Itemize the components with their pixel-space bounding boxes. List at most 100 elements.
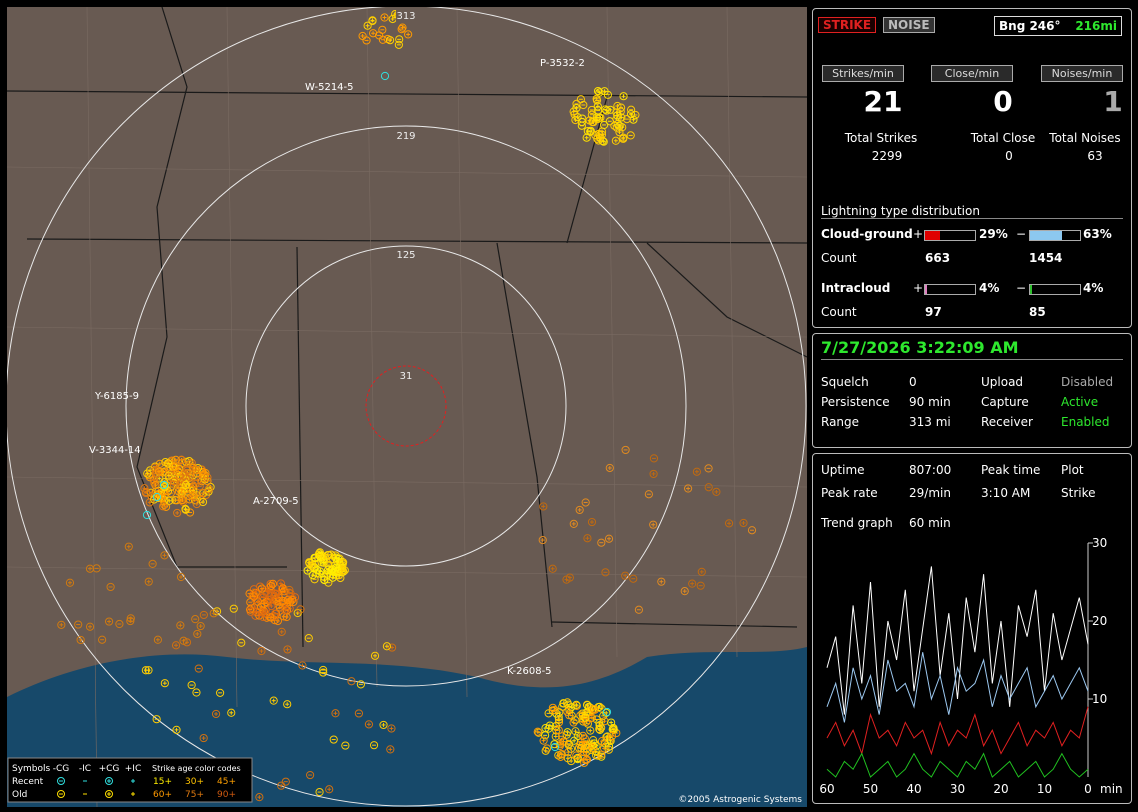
legend-age-code: 30+ <box>185 777 204 787</box>
pct-bar <box>1029 230 1081 241</box>
y-tick-label: 20 <box>1092 614 1107 628</box>
strike-symbol <box>187 680 196 690</box>
count-label: Count <box>821 251 857 265</box>
strike-symbol <box>179 636 188 645</box>
trend-line <box>826 652 1089 723</box>
strike-symbol <box>601 568 610 577</box>
strike-symbol <box>578 731 588 740</box>
strike-symbol <box>280 587 289 596</box>
strike-symbol <box>387 724 396 733</box>
strike-symbol <box>604 534 614 543</box>
sign: − <box>1016 281 1027 295</box>
strike-symbol <box>276 579 285 588</box>
strike-symbol <box>597 723 606 732</box>
strike-symbol <box>227 708 236 717</box>
stat-cell: 29/min <box>909 486 951 500</box>
rate-value: 1 <box>1103 85 1123 118</box>
trend-label: Trend graph <box>821 516 893 530</box>
strike-mode[interactable]: STRIKE <box>818 17 877 33</box>
strike-symbol <box>555 741 564 751</box>
strike-symbol <box>554 726 563 735</box>
strike-symbol <box>548 564 557 573</box>
strike-symbol <box>629 574 638 583</box>
strike-symbol <box>592 715 601 724</box>
strike-symbol <box>562 575 571 584</box>
strike-symbol <box>382 642 392 651</box>
strike-symbol <box>143 469 152 478</box>
strike-symbol <box>304 634 313 643</box>
strike-symbol <box>216 688 225 697</box>
strike-symbol <box>74 620 83 629</box>
pct-label: 63% <box>1083 227 1112 241</box>
strike-symbol <box>597 538 606 547</box>
strike-symbol <box>563 707 572 716</box>
strike-symbol <box>329 735 338 744</box>
pct-label: 29% <box>979 227 1008 241</box>
strike-symbol <box>328 573 337 582</box>
setting-cell: 0 <box>909 375 917 389</box>
range-label: 125 <box>396 250 415 261</box>
x-tick-label: 50 <box>863 782 878 796</box>
strike-symbol <box>631 110 640 120</box>
strike-symbol <box>256 602 266 611</box>
strike-symbol <box>368 16 377 26</box>
strike-symbol <box>141 666 150 675</box>
strike-symbol <box>308 571 317 580</box>
strike-symbol <box>246 605 255 614</box>
strike-symbol <box>587 713 597 722</box>
x-tick-label: 10 <box>1037 782 1052 796</box>
recent-strike <box>159 480 169 490</box>
legend-age-code: 90+ <box>217 790 236 800</box>
strike-symbol <box>283 645 292 654</box>
strike-symbol <box>174 467 183 476</box>
strike-symbol <box>171 641 181 650</box>
legend-age-code: 15+ <box>153 777 172 787</box>
strike-symbol <box>593 86 603 96</box>
strike-symbol <box>562 730 571 739</box>
strike-symbol <box>626 131 635 140</box>
strike-symbol <box>684 484 693 493</box>
strike-symbol <box>310 575 319 584</box>
strike-symbol <box>619 92 628 101</box>
count-value: 85 <box>1029 305 1046 319</box>
strike-symbol <box>368 29 378 38</box>
strike-symbol <box>622 115 631 124</box>
bearing: Bng 246° <box>999 19 1061 33</box>
strike-symbol <box>593 102 602 111</box>
recent-strike <box>142 510 152 520</box>
strike-symbol <box>602 106 611 115</box>
strike-symbol <box>379 720 388 730</box>
strike-symbol <box>586 726 595 735</box>
strike-symbol <box>587 105 596 115</box>
range-label-bg <box>396 370 416 381</box>
noise-mode[interactable]: NOISE <box>883 17 935 33</box>
strike-symbol <box>356 680 365 689</box>
strike-symbol <box>181 480 191 489</box>
legend-age-code: 60+ <box>153 790 172 800</box>
legend-row-label: Old <box>12 790 27 800</box>
legend-symbol-header: -CG <box>53 764 70 774</box>
strike-symbol <box>325 785 334 794</box>
strike-symbol <box>245 589 254 598</box>
strike-symbol <box>370 651 380 660</box>
map: 313 219 125 31 P-3532-2 W-5214-5 Y-6185-9 V-334… <box>7 7 807 807</box>
setting-cell: Squelch <box>821 375 869 389</box>
strike-symbol <box>265 595 274 605</box>
strike-symbol <box>588 743 598 753</box>
strike-symbol <box>575 505 584 515</box>
strike-symbol <box>579 751 588 760</box>
strike-symbol <box>589 704 599 714</box>
strike-symbol <box>542 744 552 753</box>
strike-symbol <box>296 605 305 614</box>
sign: + <box>913 227 924 241</box>
strike-symbol <box>564 739 574 748</box>
strike-symbol <box>319 665 328 675</box>
total-label: Total Noises <box>1049 131 1121 145</box>
strike-symbol <box>541 724 550 733</box>
storm-label: W-5214-5 <box>305 82 354 93</box>
strike-symbol <box>306 770 315 780</box>
rate-value: 0 <box>993 85 1013 118</box>
strike-symbol <box>154 467 164 476</box>
copyright: ©2005 Astrogenic Systems <box>678 795 802 805</box>
strike-symbol <box>153 635 162 644</box>
